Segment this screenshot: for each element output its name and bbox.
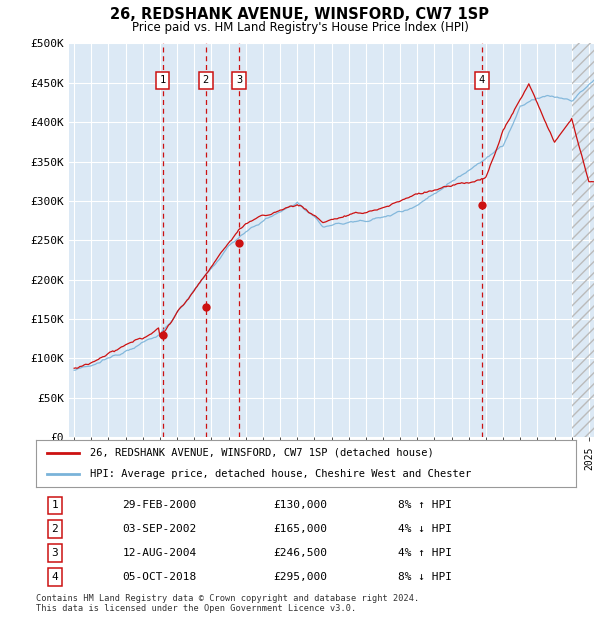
Text: £295,000: £295,000	[274, 572, 328, 582]
Text: HPI: Average price, detached house, Cheshire West and Chester: HPI: Average price, detached house, Ches…	[90, 469, 471, 479]
Text: 4% ↑ HPI: 4% ↑ HPI	[398, 548, 452, 558]
Text: 2: 2	[52, 525, 58, 534]
Text: 4: 4	[52, 572, 58, 582]
Text: 4: 4	[479, 76, 485, 86]
Text: 12-AUG-2004: 12-AUG-2004	[122, 548, 197, 558]
Text: 8% ↑ HPI: 8% ↑ HPI	[398, 500, 452, 510]
Text: 8% ↓ HPI: 8% ↓ HPI	[398, 572, 452, 582]
Text: £130,000: £130,000	[274, 500, 328, 510]
Text: 03-SEP-2002: 03-SEP-2002	[122, 525, 197, 534]
Text: 3: 3	[236, 76, 242, 86]
Text: 26, REDSHANK AVENUE, WINSFORD, CW7 1SP (detached house): 26, REDSHANK AVENUE, WINSFORD, CW7 1SP (…	[90, 448, 434, 458]
Text: 4% ↓ HPI: 4% ↓ HPI	[398, 525, 452, 534]
Text: 1: 1	[52, 500, 58, 510]
Text: 3: 3	[52, 548, 58, 558]
Text: Price paid vs. HM Land Registry's House Price Index (HPI): Price paid vs. HM Land Registry's House …	[131, 21, 469, 34]
Text: 29-FEB-2000: 29-FEB-2000	[122, 500, 197, 510]
Bar	[572, 43, 594, 437]
Text: £246,500: £246,500	[274, 548, 328, 558]
Text: £165,000: £165,000	[274, 525, 328, 534]
Text: 05-OCT-2018: 05-OCT-2018	[122, 572, 197, 582]
Text: Contains HM Land Registry data © Crown copyright and database right 2024.
This d: Contains HM Land Registry data © Crown c…	[36, 594, 419, 613]
Text: 1: 1	[160, 76, 166, 86]
Text: 2: 2	[203, 76, 209, 86]
Text: 26, REDSHANK AVENUE, WINSFORD, CW7 1SP: 26, REDSHANK AVENUE, WINSFORD, CW7 1SP	[110, 7, 490, 22]
